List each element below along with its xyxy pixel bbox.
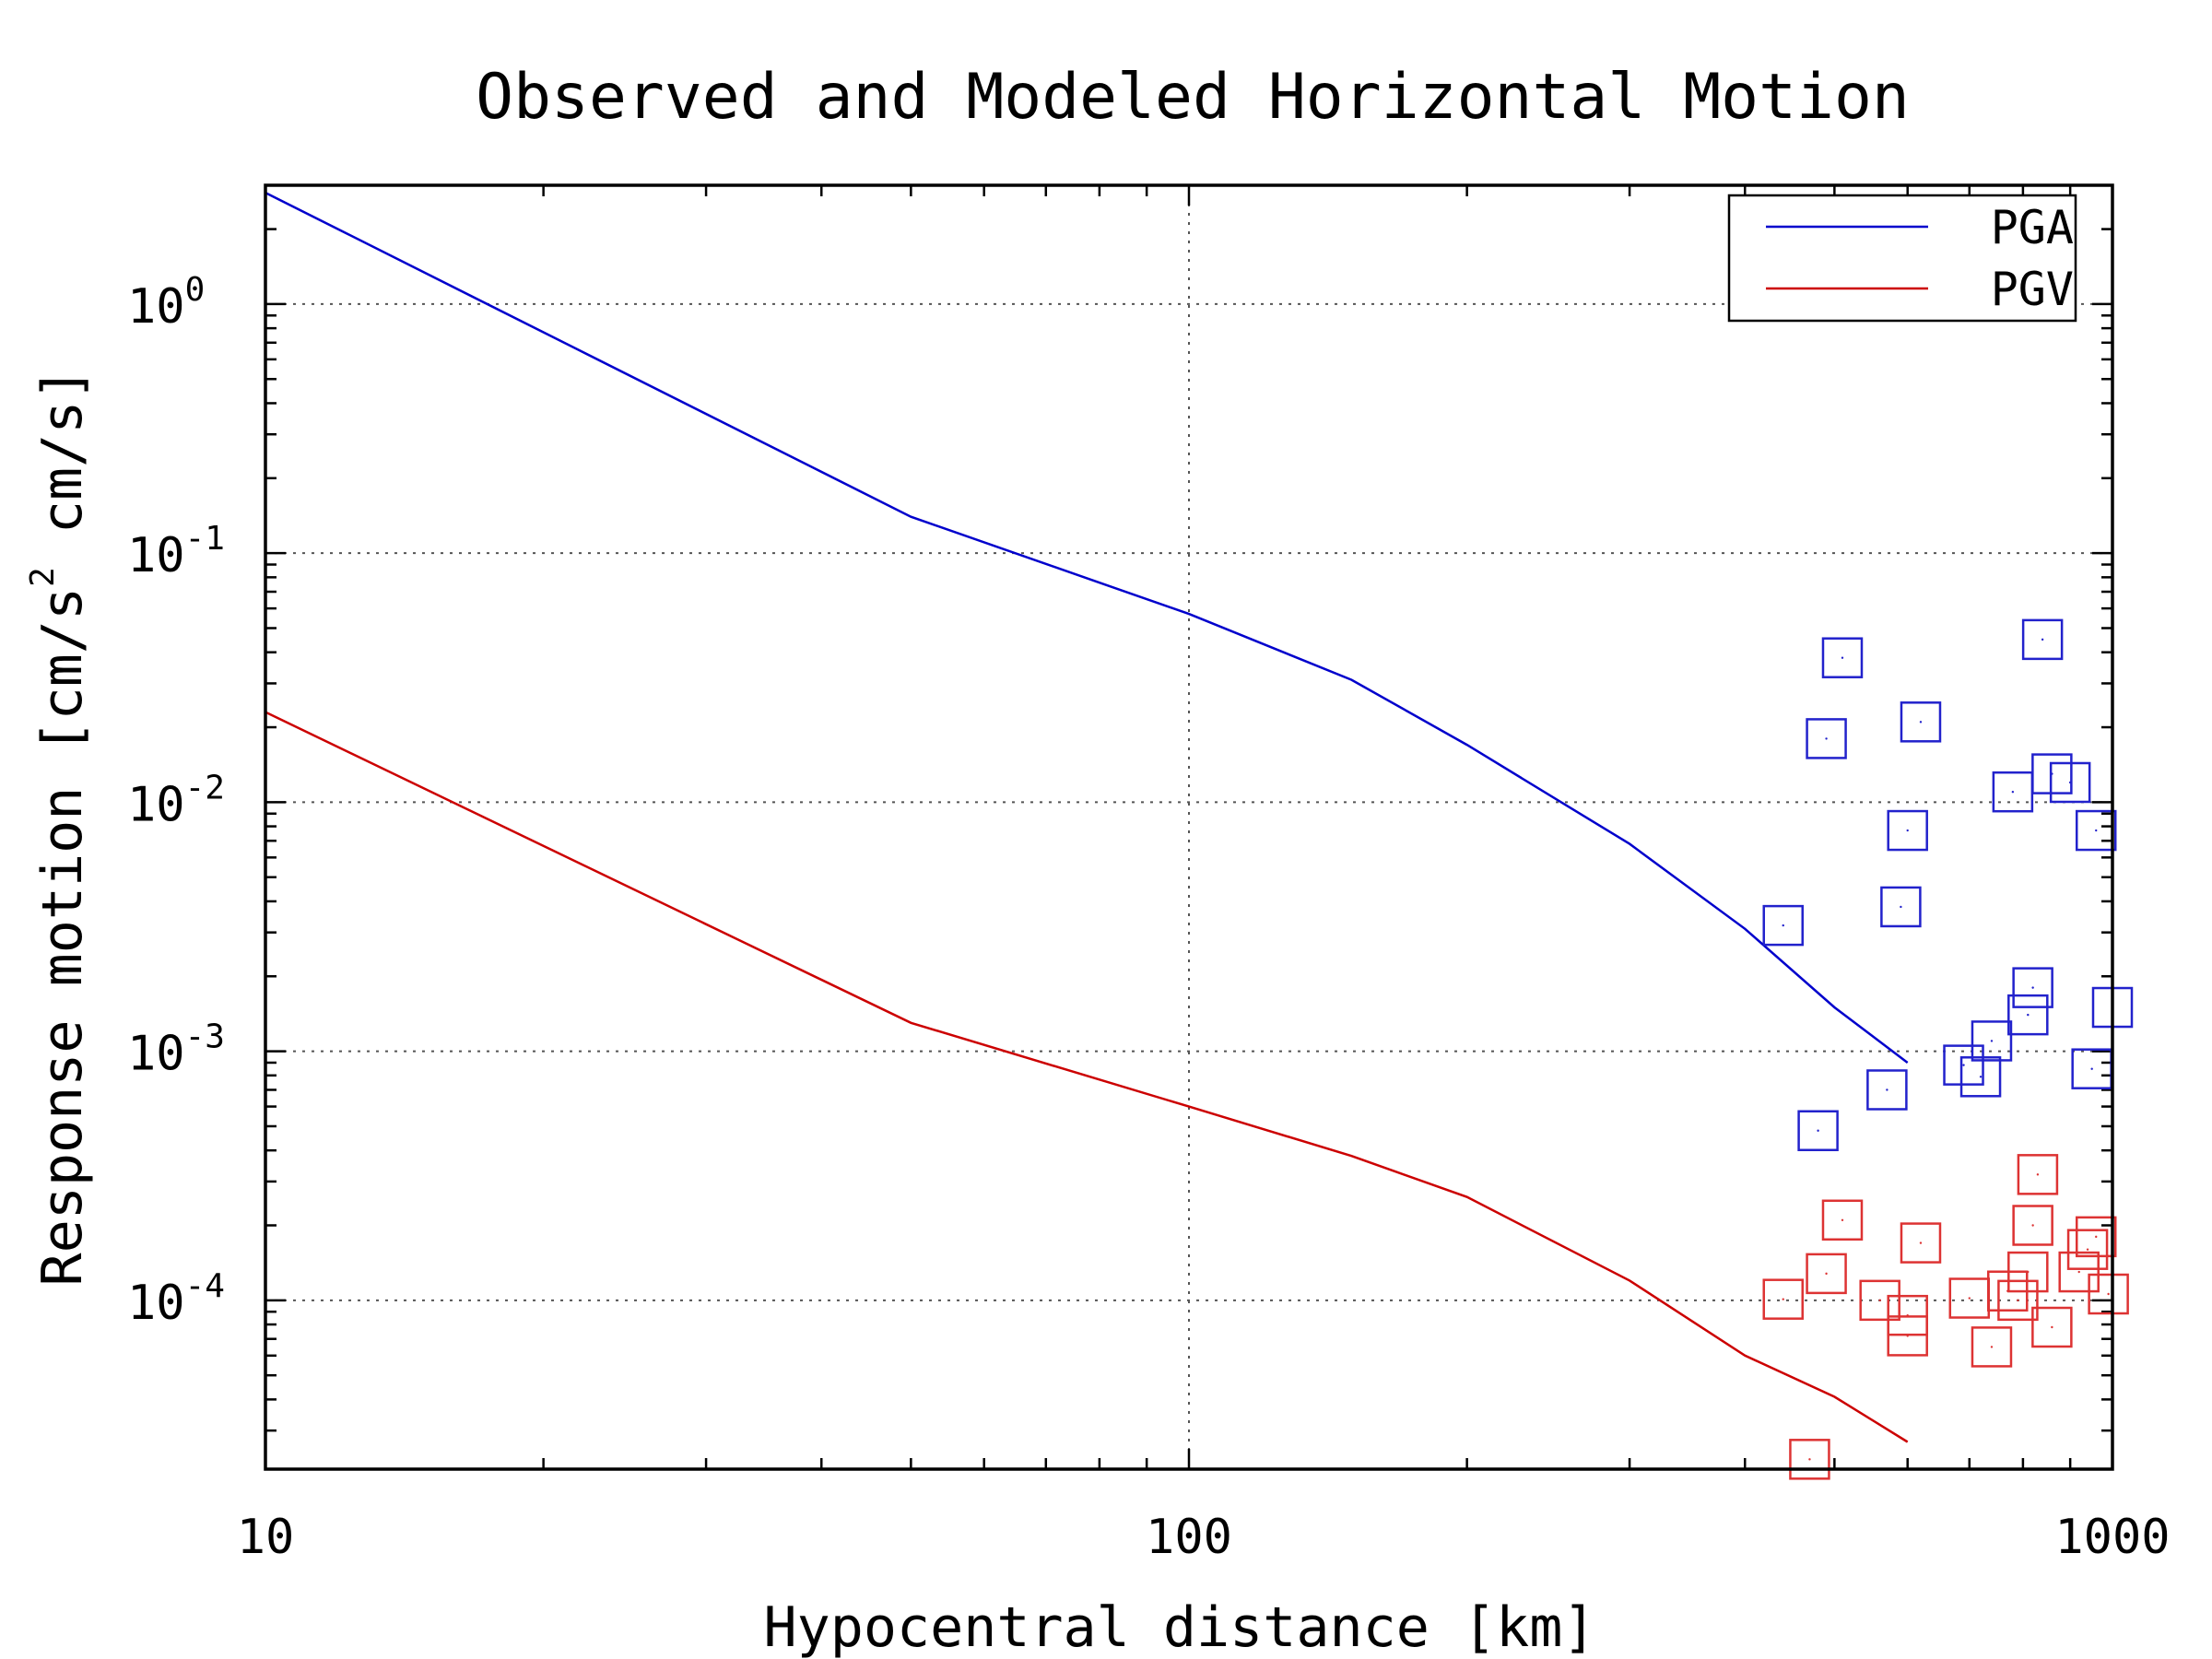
pgv-observed-point-center (1906, 1313, 1909, 1317)
legend-pga-label: PGA (1991, 201, 2074, 254)
pga-observed-point-center (2090, 1067, 2093, 1070)
pgv-observed-point-center (1808, 1458, 1811, 1461)
y-tick-label: 10-4 (127, 1267, 225, 1331)
y-tick-label: 100 (127, 271, 205, 335)
pgv-observed-point (1887, 1294, 1928, 1336)
pga-observed-point (1900, 701, 1942, 743)
pgv-observed-point-center (2107, 1292, 2110, 1296)
pgv-observed-point (2007, 1251, 2049, 1293)
legend-pgv-label: PGV (1991, 263, 2074, 316)
pga-observed-point-center (2041, 638, 2044, 641)
pga-observed-point (2049, 761, 2091, 804)
y-tick-label: 10-3 (127, 1018, 225, 1082)
pga-observed-point-center (1886, 1088, 1888, 1091)
pga-observed-point-center (1817, 1129, 1819, 1132)
pgv-observed-point (2088, 1273, 2129, 1315)
pga-observed-point (1971, 1020, 2013, 1062)
pgv-observed-point (1997, 1279, 2039, 1322)
pgv-observed-point-center (2036, 1173, 2040, 1176)
pgv-observed-point-center (1825, 1272, 1828, 1276)
pga-observed-point-center (1906, 829, 1909, 832)
pgv-observed-point-center (2095, 1235, 2098, 1239)
series-layer (265, 191, 2134, 1480)
pga-observed-point-center (1962, 1064, 1965, 1066)
chart-title: Observed and Modeled Horizontal Motion (476, 61, 1910, 134)
pgv-model-line (265, 711, 1909, 1443)
pga-observed-point-center (1841, 656, 1844, 659)
x-tick-label: 100 (1146, 1510, 1232, 1565)
pga-observed-point-center (1979, 1076, 1983, 1078)
pga-observed-point (1887, 809, 1928, 852)
pga-observed-point-center (1900, 905, 1902, 909)
pga-observed-point-center (2031, 986, 2034, 989)
pga-observed-point-center (1825, 737, 1828, 740)
pga-observed-point (1797, 1110, 1839, 1152)
pgv-observed-point (1806, 1253, 1847, 1295)
pgv-observed-point (1900, 1222, 1942, 1264)
pgv-observed-point-center (2077, 1270, 2080, 1274)
pga-observed-point (1880, 886, 1922, 928)
pgv-observed-point-center (1878, 1299, 1881, 1302)
grid (265, 185, 2112, 1469)
pgv-observed-point-center (2051, 1325, 2053, 1329)
pgv-observed-point (2066, 1229, 2109, 1270)
y-axis-ticks: 100 10-1 10-2 10-3 10-4 (127, 183, 2112, 1432)
pga-observed-point (2075, 809, 2117, 852)
pga-model-line (265, 191, 1909, 1064)
pga-observed-point (1821, 637, 1864, 678)
pga-observed-point (2007, 994, 2049, 1036)
pgv-observed-point-center (1919, 1241, 1923, 1244)
pgv-observed-point-center (2027, 1270, 2030, 1274)
pgv-observed-point (1762, 1278, 1804, 1320)
pgv-observed-point (1821, 1199, 1864, 1241)
pgv-observed-point-center (1782, 1298, 1784, 1300)
pgv-observed-point-center (2086, 1248, 2089, 1251)
pgv-observed-point (1971, 1326, 2013, 1368)
pgv-observed-point-center (1841, 1218, 1844, 1221)
y-axis-label: Response motion [cm/s2 cm/s] (24, 367, 95, 1286)
pgv-observed-point (2075, 1216, 2117, 1258)
x-tick-label: 10 (237, 1510, 295, 1565)
pga-observed-point-center (1782, 924, 1784, 927)
pgv-observed-point (1859, 1279, 1900, 1322)
pga-observed-point (1806, 718, 1847, 759)
pga-observed-point-center (1919, 721, 1923, 724)
y-tick-label: 10-2 (127, 769, 225, 832)
pga-observed-point (1762, 904, 1804, 947)
x-axis-label: Hypocentral distance [km] (763, 1595, 1595, 1659)
pga-observed-point-center (2095, 829, 2098, 832)
pgv-observed-point (2017, 1154, 2059, 1195)
pga-observed-point (1943, 1044, 1984, 1086)
x-axis-ticks: 10 100 1000 (237, 185, 2171, 1565)
legend: PGA PGV (1727, 194, 2077, 323)
pgv-observed-point-center (2031, 1224, 2034, 1227)
pga-observed-point-center (1990, 1040, 1994, 1042)
y-tick-label: 10-1 (127, 520, 225, 583)
pgv-observed-point-center (1990, 1346, 1994, 1348)
pga-observed-point-center (2011, 791, 2015, 794)
pgv-observed-point (2031, 1306, 2073, 1348)
pgv-observed-point (1789, 1439, 1830, 1480)
legend-box (1727, 194, 2077, 323)
pgv-observed-point-center (1968, 1297, 1971, 1300)
pgv-observed-point (2012, 1205, 2053, 1246)
pga-observed-point (1866, 1069, 1908, 1111)
plot-frame (264, 183, 2114, 1471)
x-tick-label: 1000 (2054, 1510, 2170, 1565)
pga-observed-point (2012, 967, 2053, 1008)
pgv-observed-point-center (2017, 1299, 2019, 1302)
pga-observed-point-center (2027, 1013, 2030, 1017)
pgv-observed-point (2058, 1251, 2100, 1293)
pga-observed-point (1959, 1056, 2002, 1098)
pga-observed-point (2021, 618, 2064, 661)
pga-observed-point-center (2068, 781, 2072, 784)
